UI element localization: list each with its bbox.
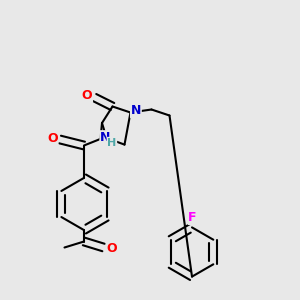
Text: O: O — [106, 242, 117, 255]
Text: H: H — [107, 137, 116, 148]
Text: O: O — [47, 132, 58, 145]
Text: O: O — [82, 89, 92, 103]
Text: N: N — [131, 104, 141, 118]
Text: F: F — [188, 211, 197, 224]
Text: N: N — [100, 131, 110, 144]
